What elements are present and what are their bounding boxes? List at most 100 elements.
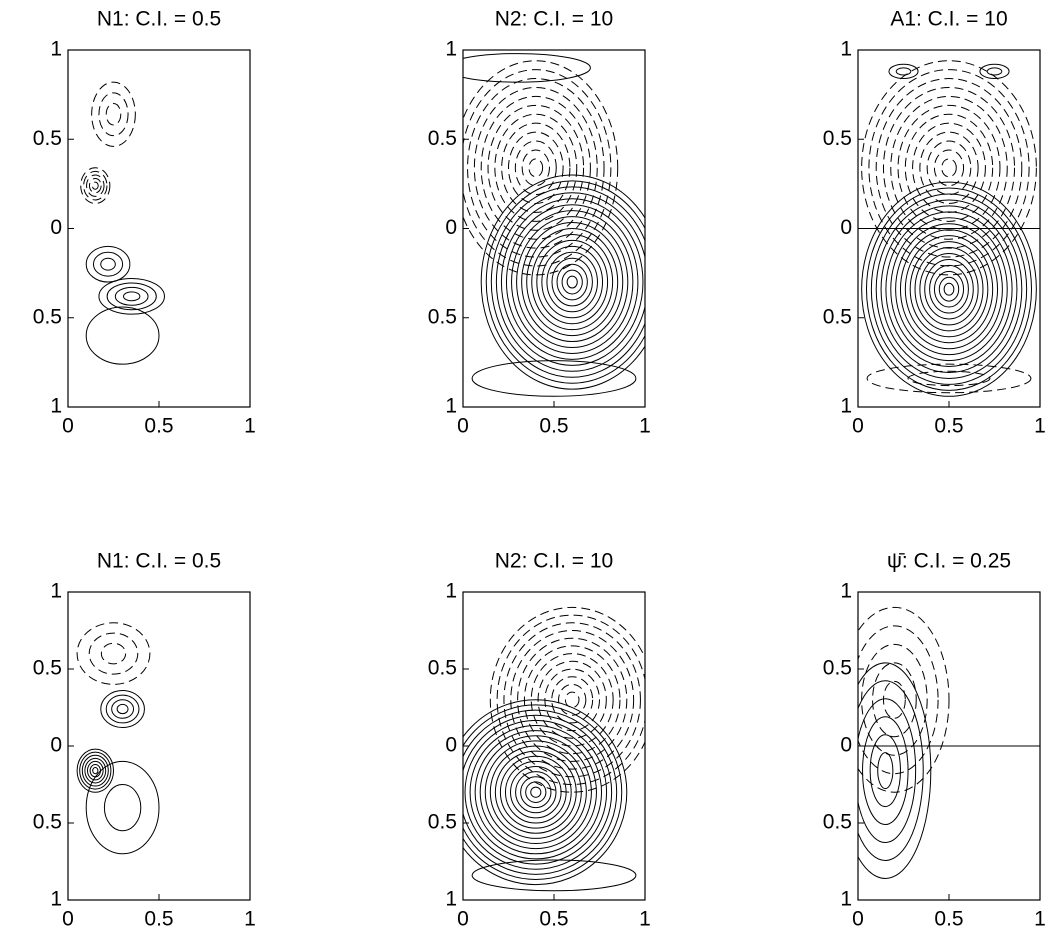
contour-line bbox=[123, 291, 141, 302]
contours bbox=[463, 53, 645, 397]
contour-line bbox=[907, 370, 991, 387]
y-tick-label: 0.5 bbox=[428, 657, 457, 680]
contour-line bbox=[943, 282, 955, 296]
x-tick-label: 1 bbox=[1034, 908, 1046, 931]
contour-line bbox=[912, 122, 986, 213]
x-tick-label: 0.5 bbox=[144, 415, 173, 438]
contour-line bbox=[500, 198, 644, 366]
contour-line bbox=[868, 69, 1030, 267]
y-tick-label: 1 bbox=[50, 580, 62, 603]
x-tick-label: 1 bbox=[639, 415, 651, 438]
contour-line bbox=[919, 131, 979, 205]
contour-line bbox=[904, 113, 994, 222]
y-tick-label: 0.5 bbox=[428, 305, 457, 328]
contours bbox=[80, 81, 165, 365]
contour-line bbox=[561, 269, 583, 295]
y-tick-label: 1 bbox=[840, 888, 852, 911]
contour-line bbox=[869, 734, 901, 808]
y-tick-label: 0 bbox=[50, 216, 62, 239]
contour-line bbox=[105, 103, 122, 126]
contour-line bbox=[87, 760, 104, 781]
contour-line bbox=[929, 264, 969, 314]
contour-line bbox=[463, 69, 612, 267]
contour-line bbox=[499, 755, 572, 829]
contour-line bbox=[882, 86, 1016, 249]
contours bbox=[76, 622, 160, 855]
y-tick-label: 1 bbox=[445, 888, 457, 911]
y-tick-label: 1 bbox=[840, 580, 852, 603]
y-tick-label: 1 bbox=[840, 395, 852, 418]
contour-line bbox=[933, 149, 965, 187]
contour-line bbox=[501, 122, 571, 213]
contour-line bbox=[870, 193, 1028, 385]
contour-line bbox=[516, 216, 629, 348]
contour-line bbox=[489, 606, 645, 793]
contour-line bbox=[865, 187, 1033, 391]
contour-line bbox=[858, 662, 932, 879]
contour-line bbox=[85, 306, 160, 365]
x-tick-label: 0 bbox=[62, 908, 74, 931]
y-tick-label: 0 bbox=[840, 734, 852, 757]
panel-title: N2: C.I. = 10 bbox=[495, 550, 613, 573]
y-tick-label: 0.5 bbox=[823, 657, 852, 680]
contour-line bbox=[84, 757, 107, 784]
contour-line bbox=[76, 748, 115, 793]
y-tick-label: 0.5 bbox=[823, 811, 852, 834]
x-tick-label: 0 bbox=[457, 908, 469, 931]
panel: N2: C.I. = 10 0 0.5 1 1 0.5 0 0.5 1 bbox=[428, 550, 651, 931]
contour-line bbox=[105, 694, 140, 724]
contour-line bbox=[986, 67, 1003, 76]
contour-line bbox=[81, 754, 109, 787]
axes-frame bbox=[67, 49, 251, 408]
contour-line bbox=[92, 767, 99, 775]
contour-line bbox=[904, 235, 994, 344]
axes-frame bbox=[67, 591, 251, 901]
x-tick-label: 0 bbox=[852, 908, 864, 931]
contour-line bbox=[480, 95, 591, 240]
contour-line bbox=[515, 771, 557, 814]
contour-line bbox=[91, 181, 99, 190]
y-tick-label: 0.5 bbox=[823, 127, 852, 150]
y-tick-label: 1 bbox=[445, 38, 457, 61]
contour-line bbox=[100, 642, 127, 665]
contour-line bbox=[895, 223, 1003, 356]
y-tick-label: 0.5 bbox=[33, 127, 62, 150]
contour-line bbox=[909, 241, 989, 338]
panel-title: N1: C.I. = 0.5 bbox=[97, 8, 221, 31]
contour-line bbox=[89, 763, 102, 778]
y-tick-label: 1 bbox=[50, 38, 62, 61]
contour-line bbox=[866, 363, 1032, 394]
contour-line bbox=[541, 245, 604, 319]
contour-line bbox=[895, 67, 912, 76]
contour-line bbox=[551, 676, 594, 724]
contour-line bbox=[514, 140, 557, 196]
contour-line bbox=[480, 174, 645, 390]
x-tick-label: 1 bbox=[639, 908, 651, 931]
contour-line bbox=[924, 258, 974, 320]
contour-line bbox=[858, 606, 950, 793]
contour-line bbox=[530, 786, 542, 798]
contour-line bbox=[76, 622, 151, 685]
contour-line bbox=[885, 211, 1013, 368]
contour-line bbox=[505, 204, 639, 360]
contour-line bbox=[890, 95, 1008, 240]
contour-line bbox=[88, 632, 139, 675]
panel-title: N1: C.I. = 0.5 bbox=[97, 550, 221, 573]
contour-line bbox=[86, 174, 105, 197]
contour-line bbox=[503, 622, 641, 778]
contour-line bbox=[526, 227, 619, 337]
contour-line bbox=[521, 222, 624, 343]
contour-line bbox=[558, 683, 587, 716]
contour-line bbox=[875, 199, 1023, 379]
y-tick-label: 1 bbox=[50, 395, 62, 418]
y-tick-label: 0 bbox=[445, 734, 457, 757]
contour-line bbox=[487, 104, 585, 231]
contour-line bbox=[914, 247, 984, 332]
panel-title: A1: C.I. = 10 bbox=[890, 8, 1007, 31]
contour-line bbox=[463, 53, 591, 83]
panel: N1: C.I. = 0.5 0 0.5 1 1 0.5 0 0.5 1 bbox=[33, 550, 256, 931]
x-tick-label: 1 bbox=[244, 415, 256, 438]
contour-line bbox=[858, 698, 917, 843]
contour-line bbox=[111, 699, 135, 719]
